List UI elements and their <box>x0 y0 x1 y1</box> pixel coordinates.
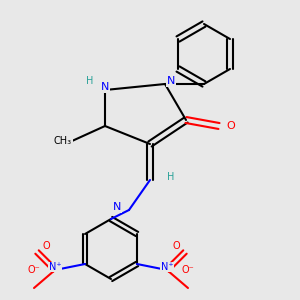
Text: O: O <box>172 241 180 251</box>
Text: N: N <box>101 82 109 92</box>
Text: N⁺: N⁺ <box>49 262 61 272</box>
Text: O⁻: O⁻ <box>182 265 194 275</box>
Text: N: N <box>167 76 175 86</box>
Text: N⁺: N⁺ <box>161 262 173 272</box>
Text: O: O <box>226 121 236 131</box>
Text: H: H <box>86 76 94 86</box>
Text: O: O <box>42 241 50 251</box>
Text: H: H <box>167 172 175 182</box>
Text: O⁻: O⁻ <box>28 265 40 275</box>
Text: CH₃: CH₃ <box>54 136 72 146</box>
Text: N: N <box>113 202 121 212</box>
